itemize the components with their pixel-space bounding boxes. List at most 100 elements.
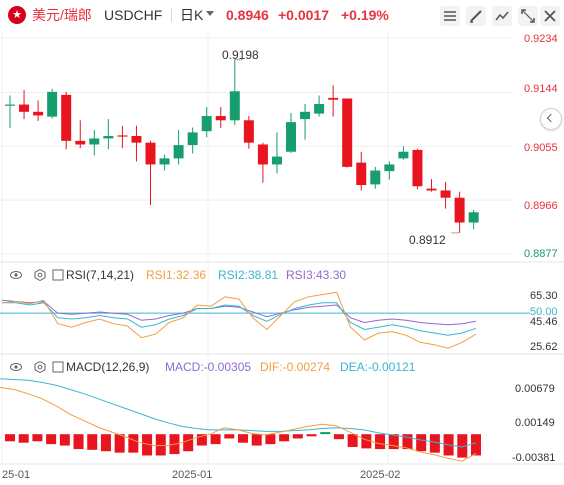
chart-settings-button[interactable] (440, 6, 460, 26)
macd-bar (18, 434, 29, 443)
candle-body (5, 104, 15, 106)
candle-body (370, 170, 381, 185)
low-price-label: 0.8912 (409, 233, 446, 247)
dif-value: DIF:-0.00274 (260, 360, 331, 374)
candle-body (454, 197, 465, 223)
candle-body (187, 132, 198, 146)
macd-bar (46, 434, 57, 445)
macd-bar (155, 434, 166, 456)
candle-body (412, 149, 423, 187)
macd-tick: -0.00381 (512, 452, 556, 464)
candle-body (145, 142, 156, 165)
macd-bar (347, 434, 358, 447)
macd-bar (292, 434, 303, 439)
macd-bar (471, 434, 481, 456)
price-tick: 0.9234 (524, 33, 558, 45)
candle-body (173, 145, 184, 159)
dif-line (0, 386, 477, 462)
macd-bar (128, 434, 139, 453)
macd-bar (457, 434, 468, 458)
collapse-panel-button[interactable] (540, 108, 562, 130)
settings-icon[interactable] (34, 361, 46, 373)
rsi3-value: RSI3:43.30 (286, 268, 347, 282)
macd-bar (361, 434, 372, 449)
candle-body (103, 136, 114, 139)
macd-bar (100, 434, 111, 452)
macd-bar (183, 434, 194, 452)
rsi-tick: 25.62 (530, 341, 558, 353)
price-change-pct: +0.19% (341, 7, 389, 23)
macd-bar (388, 434, 399, 450)
symbol-code: USDCHF (104, 7, 163, 23)
macd-bar (265, 434, 276, 445)
chart-grid (0, 32, 564, 465)
close-button[interactable] (540, 6, 560, 26)
macd-tick: 0.00149 (515, 417, 555, 429)
rsi2-value: RSI2:38.81 (218, 268, 279, 282)
copy-icon[interactable] (52, 269, 64, 281)
candle-body (398, 151, 409, 159)
candle-body (468, 212, 479, 223)
macd-bar (251, 434, 262, 446)
candle-body (342, 98, 353, 167)
candle-body (271, 156, 282, 165)
eye-icon[interactable] (10, 361, 22, 373)
candle-body (89, 138, 100, 145)
candle-body (47, 91, 58, 117)
draw-icon (470, 10, 482, 23)
period-selector[interactable]: 日K (180, 7, 204, 23)
copy-icon[interactable] (52, 361, 64, 373)
macd-bar (5, 434, 15, 442)
date-tick: 2025-01 (172, 469, 213, 481)
rsi1-line (1, 291, 477, 349)
candle-body (384, 164, 395, 172)
candle-body (356, 162, 367, 186)
rsi2-line (2, 302, 477, 336)
candle-body (131, 136, 142, 143)
rsi1-value: RSI1:32.36 (146, 268, 207, 282)
macd-bar (238, 434, 248, 443)
candle-body (426, 188, 437, 191)
fullscreen-button[interactable] (518, 6, 538, 26)
price-tick: 0.8966 (524, 200, 558, 212)
macd-bar (224, 434, 235, 439)
macd-tick: 0.00679 (515, 383, 555, 395)
macd-bar (210, 434, 221, 445)
candle-body (229, 91, 240, 121)
date-tick: 25-01 (2, 469, 31, 481)
macd-histogram (5, 432, 481, 458)
candlestick-series (5, 59, 479, 233)
candle-body (33, 111, 44, 116)
fullscreen-icon (521, 9, 535, 23)
price-tick: 0.8877 (524, 248, 558, 260)
macd-bar (402, 434, 413, 450)
rsi-lines (0, 291, 530, 349)
pair-name[interactable]: 美元/瑞郎 (32, 7, 92, 23)
draw-button[interactable] (466, 6, 486, 26)
indicator-button[interactable] (492, 6, 512, 26)
macd-bar (32, 434, 43, 442)
candle-body (257, 144, 268, 165)
macd-value: MACD:-0.00305 (165, 360, 252, 374)
candle-body (159, 158, 170, 165)
candle-body (215, 116, 226, 121)
macd-bar (375, 434, 386, 450)
rsi-title: RSI(7,14,21) (66, 268, 135, 282)
macd-bar (320, 432, 331, 435)
candle-body (201, 116, 212, 132)
candle-body (19, 104, 30, 112)
chevron-down-icon[interactable] (206, 11, 214, 16)
macd-bar (429, 434, 440, 453)
header-divider (171, 8, 172, 22)
indicator-icon (495, 11, 509, 21)
macd-title: MACD(12,26,9) (66, 360, 150, 374)
macd-bar (416, 434, 427, 452)
us-flag-icon: ★ (8, 6, 26, 24)
eye-icon[interactable] (10, 269, 22, 281)
settings-icon[interactable] (34, 269, 46, 281)
macd-lines (0, 378, 477, 462)
price-tick: 0.9055 (524, 142, 558, 154)
chart-header: ★ 美元/瑞郎 USDCHF 日K 0.8946 +0.0017 +0.19% (0, 0, 564, 30)
macd-bar (196, 434, 207, 446)
